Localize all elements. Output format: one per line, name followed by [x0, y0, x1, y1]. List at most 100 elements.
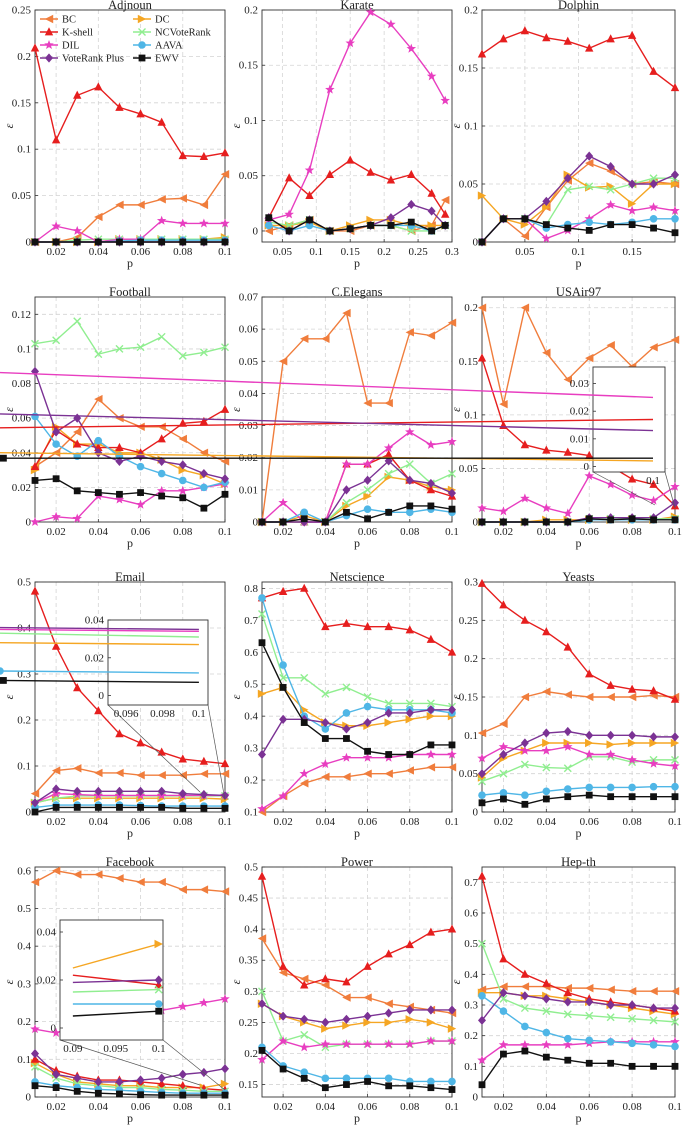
y-tick-label: 0.3: [464, 577, 478, 589]
point-aava: [136, 462, 145, 471]
point-k-shell: [300, 583, 309, 592]
inset-line-ncvoterank: [72, 988, 159, 993]
legend-marker-bc: [44, 14, 54, 24]
y-axis-label: ε: [229, 694, 243, 699]
point-bc: [51, 766, 61, 775]
point-aava: [258, 594, 266, 602]
y-tick-label: 0: [473, 237, 479, 249]
series-ewv: [478, 1047, 679, 1089]
point-voterank-plus: [300, 1014, 309, 1024]
point-bc: [278, 357, 288, 366]
point-aava: [521, 791, 529, 799]
point-k-shell: [257, 871, 267, 880]
point-bc: [441, 195, 450, 205]
x-tick-label: 0.02: [273, 1101, 292, 1113]
x-tick-label: 0.06: [131, 1101, 151, 1113]
point-dil: [447, 749, 457, 759]
chart-dolphin: 0.05 0.1 0.15 0 0.05 0.1 0.15 0.2 Dolphin p ε: [449, 0, 680, 270]
series-line-ewv: [481, 794, 675, 806]
series-line-bc: [261, 766, 452, 813]
point-bc: [542, 348, 551, 357]
point-ncvoterank: [585, 182, 594, 191]
point-aava: [321, 725, 330, 733]
point-k-shell: [606, 680, 615, 689]
series-bc: [257, 934, 457, 1018]
point-ncvoterank: [448, 469, 456, 478]
legend-label: EWV: [155, 54, 179, 65]
point-voterank-plus: [321, 717, 330, 728]
series-line-aava: [34, 804, 225, 809]
series-ewv: [31, 1082, 229, 1099]
series-aava: [258, 1043, 456, 1086]
point-k-shell: [441, 209, 450, 218]
point-ewv: [521, 518, 529, 526]
y-tick-label: 0.7: [464, 877, 478, 889]
x-tick-label: 0.2: [377, 246, 391, 258]
x-tick-label: 0.04: [89, 816, 109, 828]
series-line-voterank-plus: [262, 459, 453, 523]
point-ncvoterank: [542, 763, 551, 772]
y-tick-label: 0.45: [239, 893, 259, 905]
y-tick-label: 0.4: [17, 941, 31, 953]
y-tick-label: 0.01: [239, 484, 258, 496]
point-ncvoterank: [73, 317, 82, 326]
x-axis-label: p: [127, 1111, 133, 1125]
point-ncvoterank: [384, 469, 393, 478]
y-tick-label: 0: [26, 1092, 32, 1104]
point-k-shell: [220, 759, 230, 768]
inset-line-ewv: [0, 679, 199, 684]
point-bc: [405, 766, 414, 775]
point-voterank-plus: [178, 789, 187, 799]
series-k-shell: [477, 578, 680, 703]
point-voterank-plus: [94, 1077, 103, 1087]
point-ewv: [628, 515, 636, 523]
point-ewv: [343, 1081, 350, 1088]
chart-karate: 0.05 0.1 0.15 0.2 0.25 0.3 0 0.05 0.1 0.15 0.2 Kara…: [229, 0, 459, 270]
chart-title: Hep-th: [561, 855, 596, 869]
x-tick-label: 0.1: [668, 526, 682, 538]
point-aava: [305, 221, 314, 230]
point-k-shell: [563, 36, 572, 45]
point-ncvoterank: [671, 755, 679, 764]
series-bc: [30, 394, 230, 471]
series-line-aava: [261, 1046, 452, 1083]
inset-line-voterank-plus: [72, 979, 159, 984]
point-k-shell: [30, 461, 40, 471]
point-voterank-plus: [115, 786, 124, 796]
point-bc: [321, 334, 330, 343]
point-k-shell: [366, 167, 375, 176]
series-line-ewv: [268, 217, 446, 232]
inset-line-k-shell: [72, 974, 159, 986]
point-ewv: [94, 804, 102, 811]
point-dil: [299, 768, 309, 778]
point-bc: [178, 194, 187, 203]
point-k-shell: [157, 117, 166, 126]
series-line-dc: [262, 476, 453, 523]
y-tick-label: 0.12: [12, 309, 31, 321]
point-ncvoterank: [606, 1013, 615, 1022]
legend-marker-dil: [44, 40, 54, 50]
point-voterank-plus: [426, 1005, 435, 1015]
point-ewv: [321, 735, 329, 742]
point-ewv: [478, 799, 486, 807]
point-k-shell: [157, 434, 166, 443]
point-k-shell: [520, 615, 530, 624]
point-aava: [300, 508, 309, 517]
point-ncvoterank: [407, 226, 416, 235]
point-dil: [426, 439, 436, 449]
point-ewv: [279, 1065, 287, 1073]
y-axis-label: ε: [2, 407, 16, 412]
point-bc: [157, 422, 166, 432]
series-line-bc: [261, 311, 453, 523]
y-tick-label: 0.15: [12, 97, 32, 109]
x-tick-label: 0.04: [537, 1101, 557, 1113]
point-ewv: [200, 238, 208, 246]
point-ewv: [448, 1086, 456, 1093]
point-dil: [284, 209, 294, 219]
point-bc: [94, 212, 103, 222]
point-voterank-plus: [342, 724, 351, 734]
point-ewv: [628, 793, 636, 801]
point-k-shell: [649, 66, 658, 75]
chart-c-elegans: 0.02 0.04 0.06 0.08 0.100.010.020.030.040.05…: [229, 285, 459, 550]
y-tick-label: 0.2: [244, 775, 258, 787]
